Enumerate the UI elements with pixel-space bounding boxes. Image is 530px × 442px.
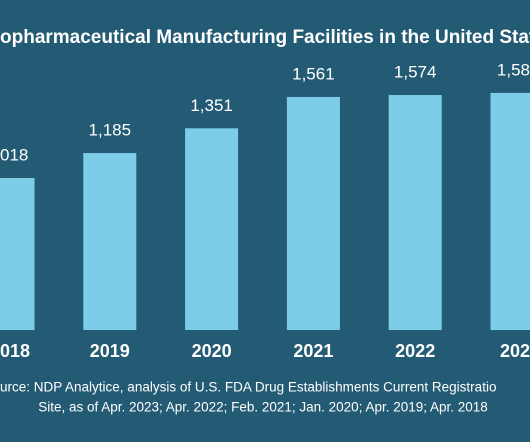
value-label: 1,561: [292, 64, 335, 83]
bar: [0, 178, 35, 330]
x-tick-label: 202: [500, 341, 530, 361]
x-tick-label: 2021: [293, 341, 333, 361]
source-line: Site, as of Apr. 2023; Apr. 2022; Feb. 2…: [38, 400, 488, 415]
chart-title: opharmaceutical Manufacturing Facilities…: [0, 27, 530, 48]
bar: [83, 153, 137, 330]
value-label: 1,58: [497, 60, 530, 79]
value-label: 1,574: [394, 62, 437, 81]
bar: [286, 96, 340, 330]
source-line: urce: NDP Analytice, analysis of U.S. FD…: [0, 380, 496, 395]
bar: [185, 128, 239, 330]
bar: [490, 92, 530, 331]
bar: [388, 95, 442, 330]
value-label: 1,185: [89, 121, 132, 140]
x-tick-label: 2022: [395, 341, 435, 361]
x-tick-label: 2020: [192, 341, 232, 361]
x-tick-label: 018: [0, 341, 30, 361]
x-tick-label: 2019: [90, 341, 130, 361]
value-label: 1,351: [190, 96, 233, 115]
value-label: 018: [0, 145, 28, 164]
